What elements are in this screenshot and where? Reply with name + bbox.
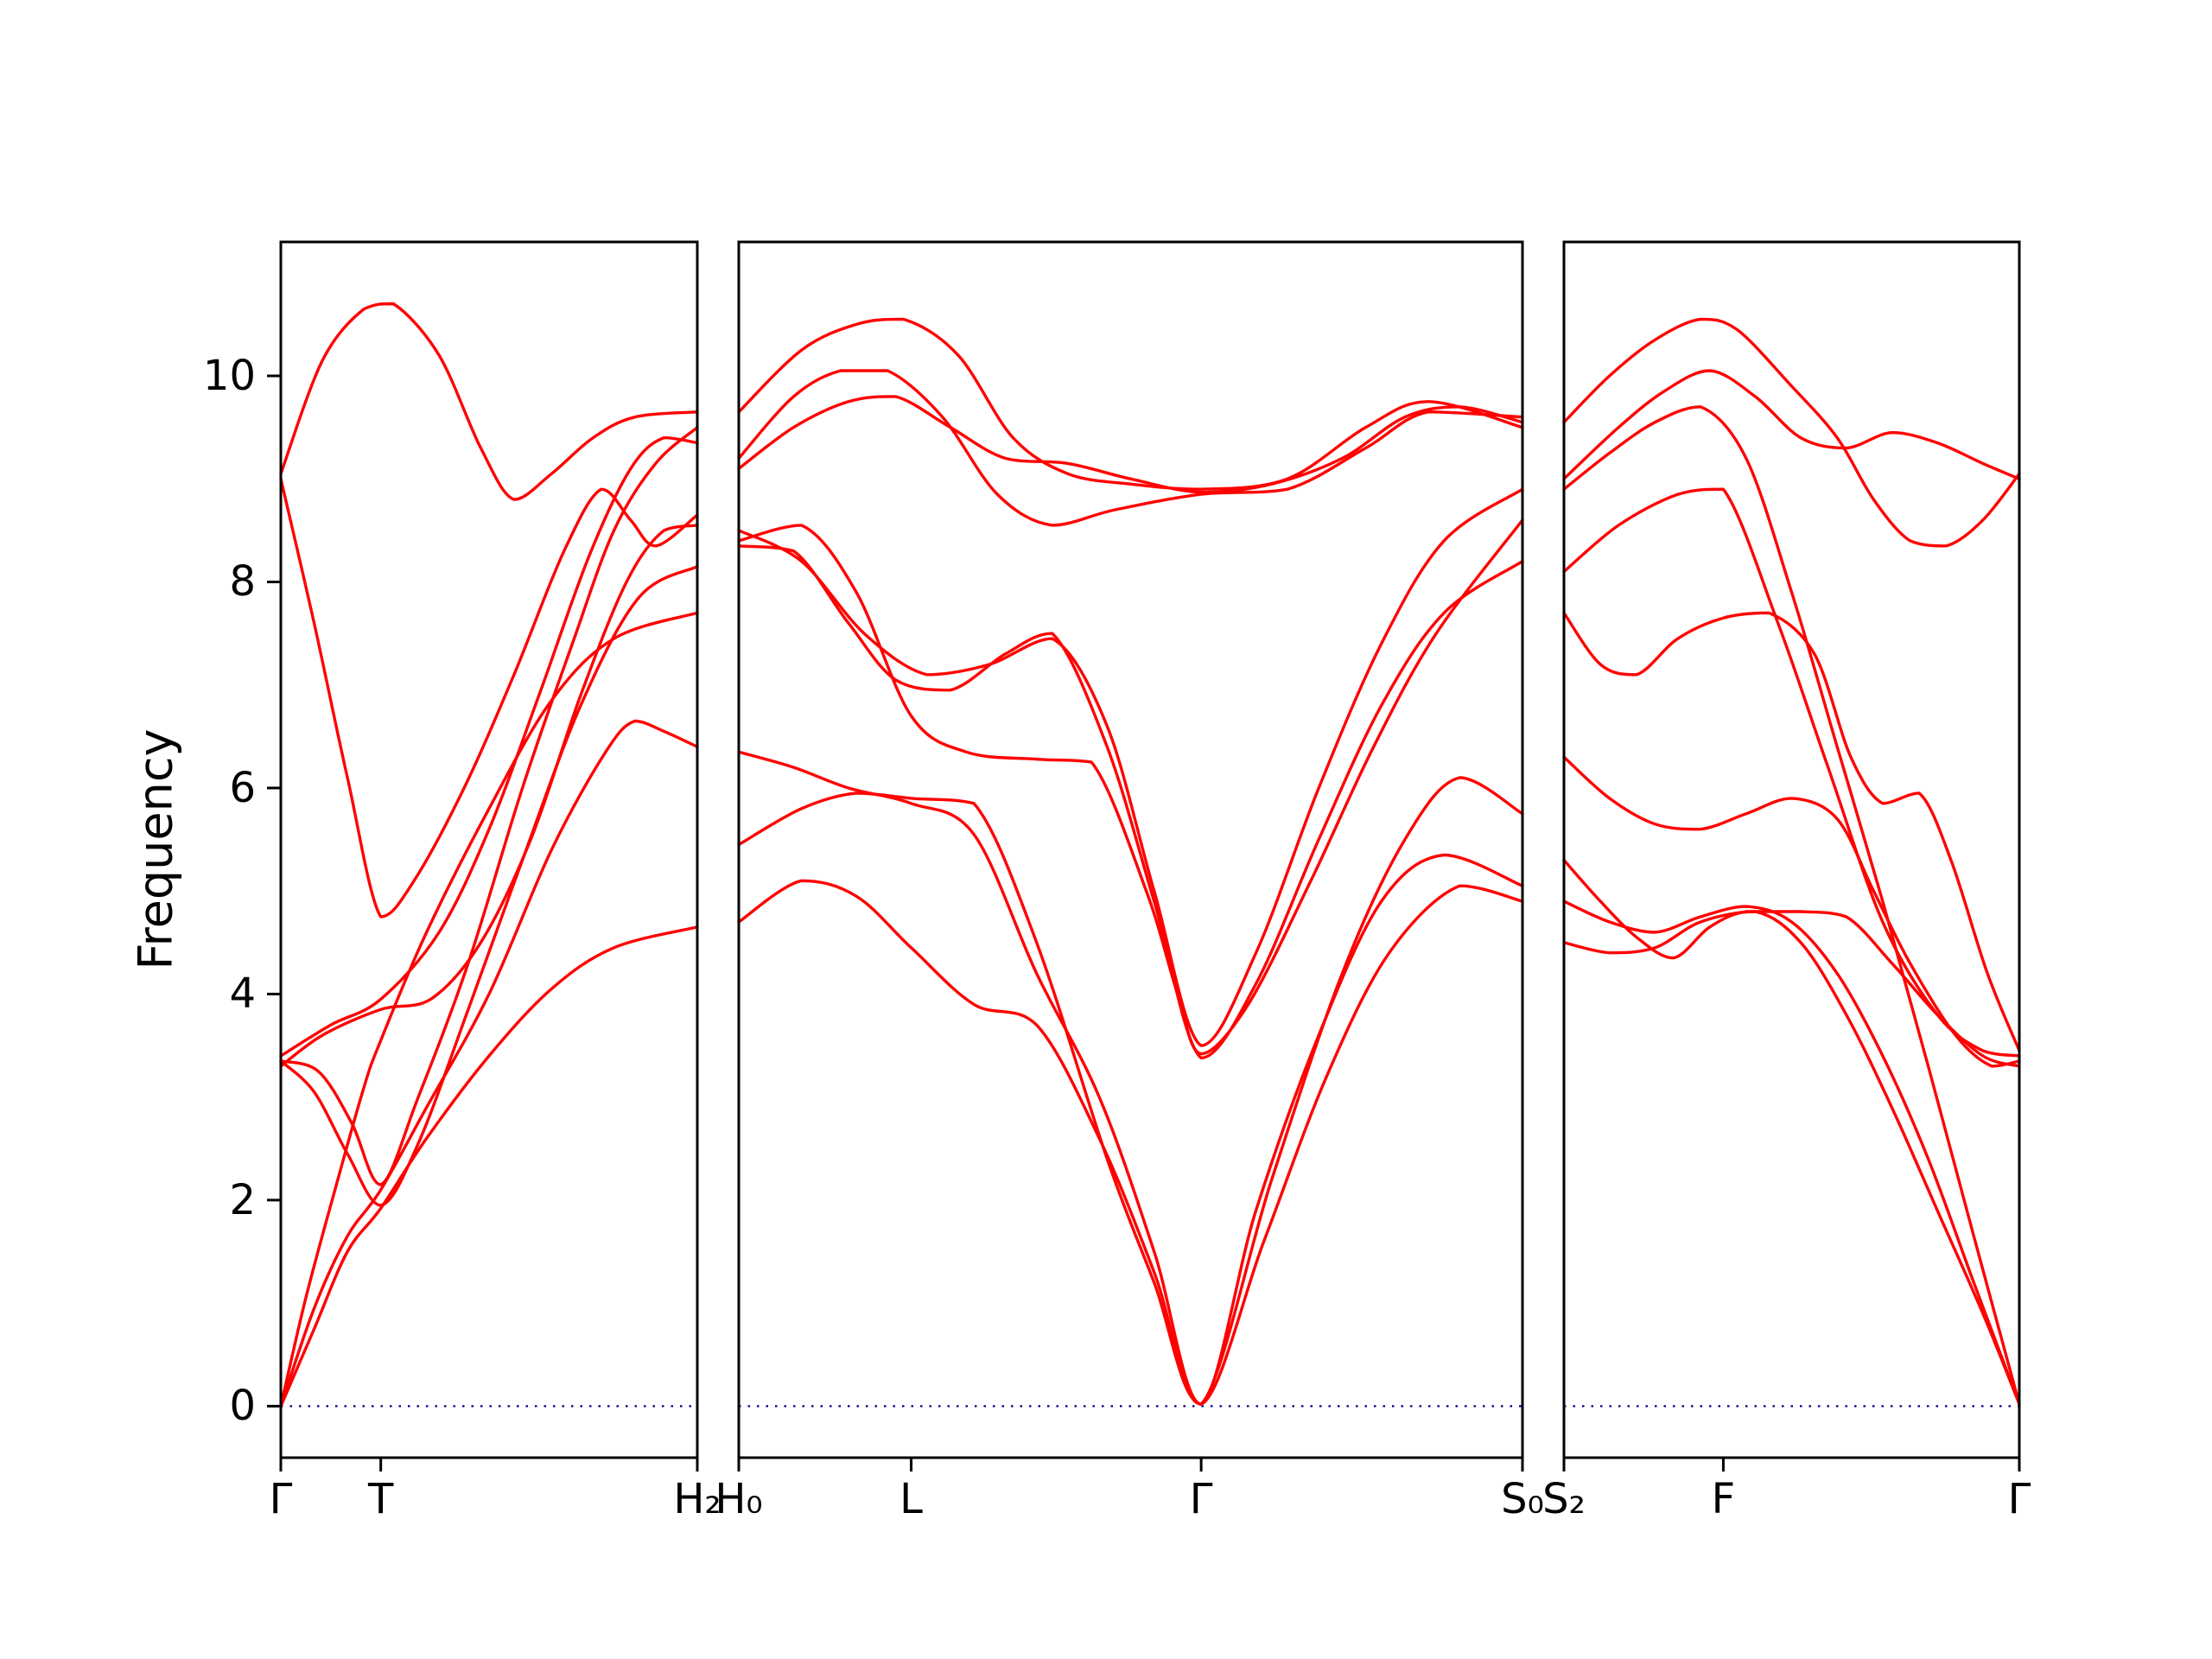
band-line <box>279 477 699 918</box>
band-line <box>1562 755 2021 1068</box>
band-line <box>1562 611 2021 1052</box>
x-tick-label: H₀ <box>715 1475 763 1523</box>
band-line <box>1562 899 2021 1406</box>
x-tick-label: S₀ <box>1501 1475 1544 1523</box>
y-tick-label: 8 <box>229 557 256 607</box>
x-tick-label: S₂ <box>1542 1475 1586 1523</box>
band-line <box>737 518 1524 1056</box>
x-tick-label: T <box>368 1475 394 1523</box>
band-line <box>737 317 1524 491</box>
band-line <box>737 544 1524 1060</box>
y-tick-label: 2 <box>229 1175 256 1224</box>
band-line <box>737 879 1524 1406</box>
x-tick-label: L <box>899 1475 923 1523</box>
band-line <box>1562 405 2021 1406</box>
x-tick-label: H₂ <box>673 1475 721 1523</box>
band-line <box>1562 317 2021 548</box>
x-tick-label: Γ <box>2007 1475 2031 1523</box>
y-tick-label: 0 <box>229 1382 256 1431</box>
y-tick-label: 6 <box>229 763 256 812</box>
band-line <box>279 564 699 1207</box>
band-line <box>279 302 699 501</box>
band-line <box>737 395 1524 494</box>
axes-frame <box>737 240 1524 1459</box>
band-line <box>737 369 1524 527</box>
band-line <box>279 425 699 1186</box>
band-line <box>1562 369 2021 480</box>
axes-frame <box>279 240 699 1459</box>
band-line <box>737 750 1524 1406</box>
panel-3 <box>1562 240 2021 1471</box>
band-line <box>279 435 699 1058</box>
band-line <box>1562 910 2021 1406</box>
axes-frame <box>1562 240 2021 1459</box>
band-line <box>1562 858 2021 1068</box>
band-line <box>279 611 699 1408</box>
y-tick-label: 4 <box>229 969 256 1019</box>
band-line <box>737 487 1524 1047</box>
panel-1 <box>267 240 699 1471</box>
y-tick-label: 10 <box>202 352 256 400</box>
band-line <box>279 719 699 1408</box>
band-line <box>279 524 699 1068</box>
x-tick-label: F <box>1711 1475 1736 1523</box>
band-line <box>737 776 1524 1406</box>
x-tick-label: Γ <box>1189 1475 1213 1523</box>
band-line <box>1562 487 2021 1058</box>
panel-2 <box>737 240 1524 1471</box>
x-tick-label: Γ <box>269 1475 293 1523</box>
band-line <box>279 925 699 1408</box>
